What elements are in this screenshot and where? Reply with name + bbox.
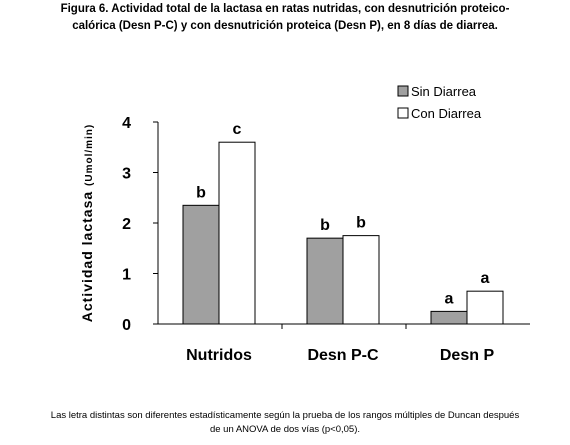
y-axis-label: Actividad lactasa (Umol/min) — [79, 124, 95, 323]
significance-letter: b — [320, 217, 330, 234]
legend-swatch — [397, 85, 409, 97]
y-axis-label-main: Actividad lactasa — [79, 186, 95, 322]
bar — [342, 235, 380, 325]
x-tick-label: Desn P — [440, 347, 495, 364]
figure-title-line-1: Figura 6. Actividad total de la lactasa … — [60, 3, 510, 15]
x-axis: Nutridos Desn P-C Desn P — [158, 323, 530, 364]
bar — [306, 237, 344, 325]
y-tick-label: 0 — [122, 317, 131, 334]
x-tick-label: Nutridos — [186, 347, 252, 364]
y-axis: 0 1 2 3 4 Actividad lactasa (Umol/min) — [79, 115, 159, 334]
significance-letter: c — [233, 121, 242, 138]
bar — [218, 141, 256, 325]
significance-letter: b — [196, 184, 206, 201]
x-tick-label: Desn P-C — [307, 347, 379, 364]
y-axis-label-unit: (Umol/min) — [84, 124, 95, 186]
figure-footnote: Las letra distintas son diferentes estad… — [0, 409, 570, 437]
significance-letter: a — [445, 290, 454, 307]
y-tick-label: 4 — [122, 115, 131, 132]
figure-title: Figura 6. Actividad total de la lactasa … — [0, 1, 570, 35]
legend-label: Con Diarrea — [411, 106, 482, 121]
legend-label: Sin Diarrea — [411, 84, 477, 99]
bar — [466, 290, 504, 325]
bars — [182, 141, 504, 325]
bar — [182, 204, 220, 325]
significance-letter: a — [481, 270, 490, 287]
y-tick-label: 2 — [122, 216, 131, 233]
footnote-line-2: de un ANOVA de dos vías (p<0,05). — [209, 424, 361, 435]
legend: Sin Diarrea Con Diarrea — [397, 84, 482, 121]
y-tick-label: 3 — [122, 166, 131, 183]
legend-swatch — [397, 107, 409, 119]
footnote-line-1: Las letra distintas son diferentes estad… — [50, 410, 520, 421]
figure-title-line-2: calórica (Desn P-C) y con desnutrición p… — [72, 20, 498, 32]
bar — [430, 310, 468, 325]
y-tick-label: 1 — [122, 267, 131, 284]
significance-letter: b — [356, 215, 366, 232]
significance-letters: b c b b a a — [196, 121, 489, 307]
